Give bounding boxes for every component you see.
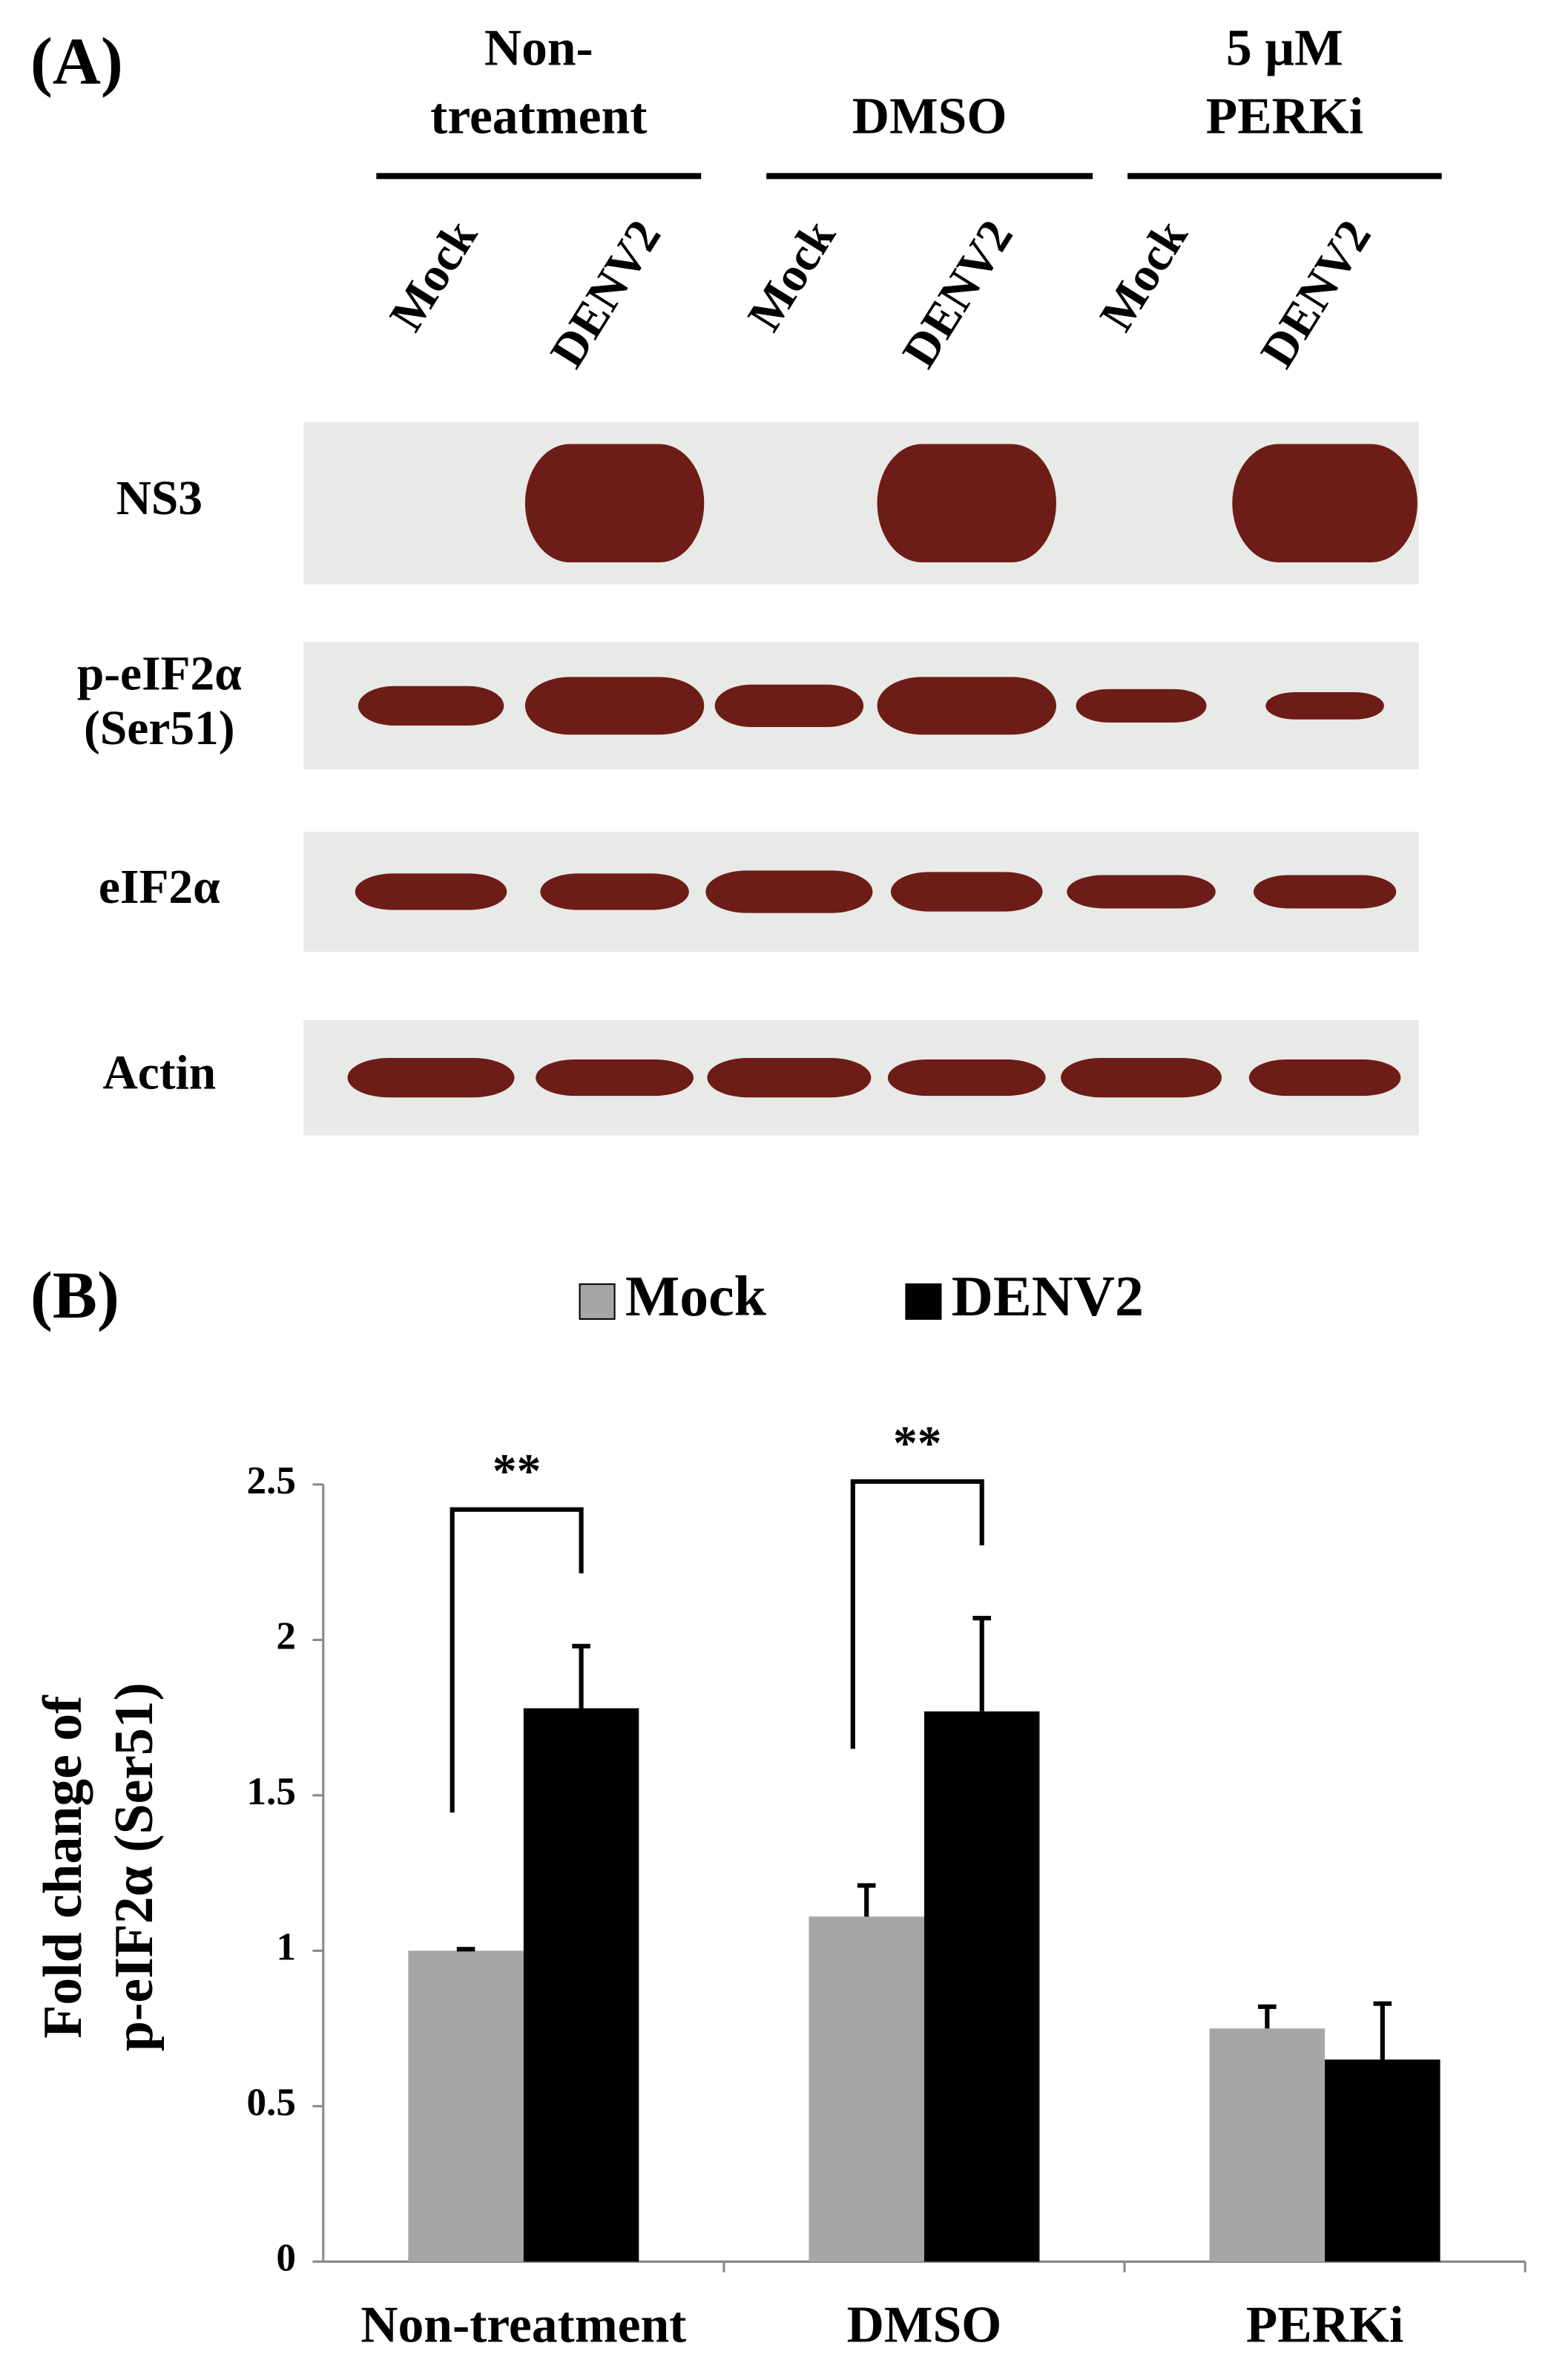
blot-band [887, 1059, 1046, 1097]
y-axis-title: p-eIF2α (Ser51) [103, 1683, 164, 2051]
error-bar [1373, 2001, 1392, 2060]
legend-label: Mock [625, 1264, 767, 1328]
y-tick-label: 2.5 [246, 1459, 295, 1502]
error-bar [972, 1616, 991, 1712]
blot-band [358, 686, 504, 726]
row-label: eIF2α [99, 861, 220, 914]
bar [923, 1711, 1040, 2262]
group-label: 5 µM [1226, 20, 1343, 77]
x-tick-label: Non-treatment [360, 2296, 686, 2353]
bar [809, 1916, 924, 2262]
row-label: Actin [102, 1047, 216, 1100]
y-tick-label: 0.5 [246, 2080, 295, 2124]
significance-label: ** [493, 1445, 541, 1499]
panel-label: (A) [30, 25, 123, 99]
blot-band [877, 444, 1056, 563]
x-tick-label: DMSO [847, 2296, 1002, 2353]
blot-band [536, 1059, 694, 1097]
blot-band [1253, 875, 1397, 909]
blot-band [540, 873, 689, 910]
y-tick-label: 2 [276, 1614, 296, 1658]
blot-band [705, 870, 873, 913]
blot-band [347, 1058, 515, 1098]
error-bar [572, 1643, 590, 1709]
blot-band [524, 444, 705, 563]
error-bar [456, 1947, 475, 1952]
blot-band [1232, 444, 1418, 563]
blot-band [355, 873, 507, 910]
row-label: (Ser51) [84, 702, 235, 755]
legend-swatch [905, 1283, 942, 1320]
error-bar [857, 1883, 876, 1917]
blot-band [890, 872, 1043, 912]
blot-band [1061, 1058, 1222, 1098]
y-tick-label: 0 [276, 2236, 296, 2280]
legend-label: DENV2 [952, 1264, 1144, 1328]
blot-band [1265, 691, 1384, 720]
blot-band [1067, 875, 1216, 909]
legend-swatch [579, 1283, 616, 1320]
x-tick-label: PERKi [1246, 2296, 1404, 2353]
y-axis-title: Fold change of [32, 1694, 93, 2039]
bar [1325, 2060, 1441, 2262]
significance-bracket [850, 1479, 984, 1749]
blot-band [1248, 1059, 1401, 1097]
blot-band [714, 684, 864, 728]
row-label: p-eIF2α [77, 648, 242, 701]
row-label: NS3 [116, 472, 203, 525]
significance-bracket [450, 1507, 584, 1813]
blot-band [1076, 688, 1207, 723]
group-label: treatment [430, 88, 647, 145]
y-tick-label: 1 [276, 1925, 296, 1969]
group-label: PERKi [1206, 88, 1364, 145]
bar [523, 1708, 639, 2262]
group-label: Non- [484, 20, 593, 77]
blot-band [707, 1058, 872, 1098]
panel-label: (B) [30, 1259, 119, 1332]
y-tick-label: 1.5 [246, 1769, 295, 1813]
error-bar [1258, 2004, 1277, 2029]
group-label: DMSO [852, 88, 1007, 145]
bar [1209, 2028, 1326, 2262]
blot-band [524, 677, 705, 735]
bar [408, 1950, 524, 2262]
significance-label: ** [893, 1417, 941, 1470]
blot-band [877, 677, 1056, 735]
